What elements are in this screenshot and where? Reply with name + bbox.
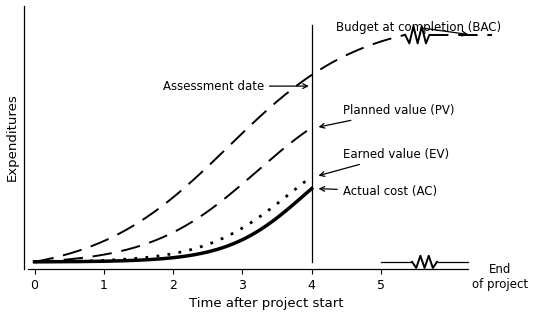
Text: Earned value (EV): Earned value (EV) xyxy=(320,148,449,176)
Text: Assessment date: Assessment date xyxy=(163,80,308,93)
Text: Planned value (PV): Planned value (PV) xyxy=(320,104,454,128)
Text: End
of project: End of project xyxy=(472,263,528,291)
Y-axis label: Expenditures: Expenditures xyxy=(5,94,19,181)
Text: Budget at completion (BAC): Budget at completion (BAC) xyxy=(336,21,501,36)
X-axis label: Time after project start: Time after project start xyxy=(189,297,344,310)
Text: Actual cost (AC): Actual cost (AC) xyxy=(320,185,437,198)
